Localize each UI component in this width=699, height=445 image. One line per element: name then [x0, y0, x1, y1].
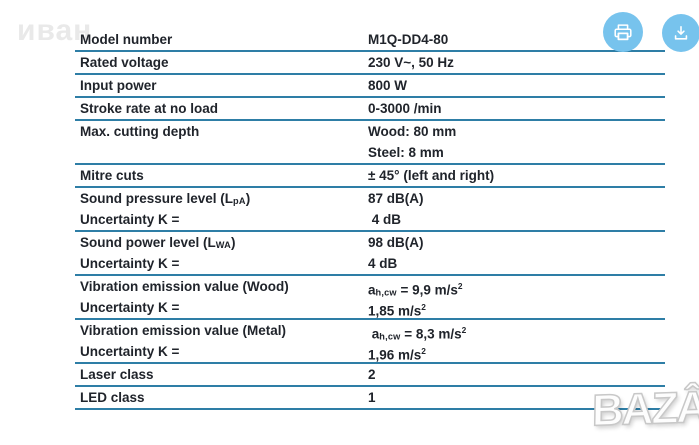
watermark-ivan: иван [17, 14, 93, 47]
table-row: Stroke rate at no load 0-3000 /min [75, 98, 665, 121]
spec-value: M1Q-DD4-80 [368, 32, 449, 47]
spec-table: Model number M1Q-DD4-80 Rated voltage 230 V… [75, 29, 665, 410]
table-row: Vibration emission value (Wood) Uncertain… [75, 276, 665, 320]
spec-label: LED class [80, 390, 145, 405]
table-row: Input power 800 W [75, 75, 665, 98]
table-row: Vibration emission value (Metal) Uncertai… [75, 320, 665, 364]
spec-value: 800 W [368, 78, 408, 93]
spec-label: Stroke rate at no load [80, 101, 219, 116]
table-row: Sound pressure level (LpA) Uncertainty K … [75, 188, 665, 232]
print-button[interactable] [603, 12, 643, 52]
spec-label: Max. cutting depth [80, 124, 200, 139]
spec-label: Laser class [80, 367, 154, 382]
table-row: LED class 1 [75, 387, 665, 410]
spec-value: Wood: 80 mm Steel: 8 mm [368, 124, 457, 160]
spec-value: 2 [368, 367, 376, 382]
spec-value: 98 dB(A) 4 dB [368, 235, 424, 271]
spec-label: Rated voltage [80, 55, 169, 70]
download-icon [671, 23, 691, 43]
watermark-bazar: BAZÂR [591, 381, 699, 437]
spec-label: Input power [80, 78, 157, 93]
table-row: Max. cutting depth Wood: 80 mm Steel: 8 mm [75, 121, 665, 165]
spec-value: 87 dB(A) 4 dB [368, 191, 424, 227]
spec-label: Vibration emission value (Wood) Uncertain… [80, 279, 289, 315]
spec-value: ± 45° (left and right) [368, 168, 495, 183]
table-row: Laser class 2 [75, 364, 665, 387]
spec-label: Sound power level (LWA) Uncertainty K = [80, 235, 236, 271]
spec-value: ah,cw = 9,9 m/s2 1,85 m/s2 [368, 281, 463, 319]
spec-value: 230 V~, 50 Hz [368, 55, 454, 70]
spec-label: Sound pressure level (LpA) Uncertainty K … [80, 191, 251, 227]
printer-icon [612, 21, 634, 43]
spec-label: Vibration emission value (Metal) Uncertai… [80, 323, 287, 359]
spec-label: Model number [80, 32, 173, 47]
table-row: Model number M1Q-DD4-80 [75, 29, 665, 52]
table-row: Rated voltage 230 V~, 50 Hz [75, 52, 665, 75]
spec-label: Mitre cuts [80, 168, 144, 183]
spec-value: 0-3000 /min [368, 101, 442, 116]
download-button[interactable] [662, 14, 699, 52]
table-row: Sound power level (LWA) Uncertainty K = 98… [75, 232, 665, 276]
table-row: Mitre cuts ± 45° (left and right) [75, 165, 665, 188]
spec-value: 1 [368, 390, 376, 405]
spec-value: ah,cw = 8,3 m/s2 1,96 m/s2 [368, 325, 467, 363]
